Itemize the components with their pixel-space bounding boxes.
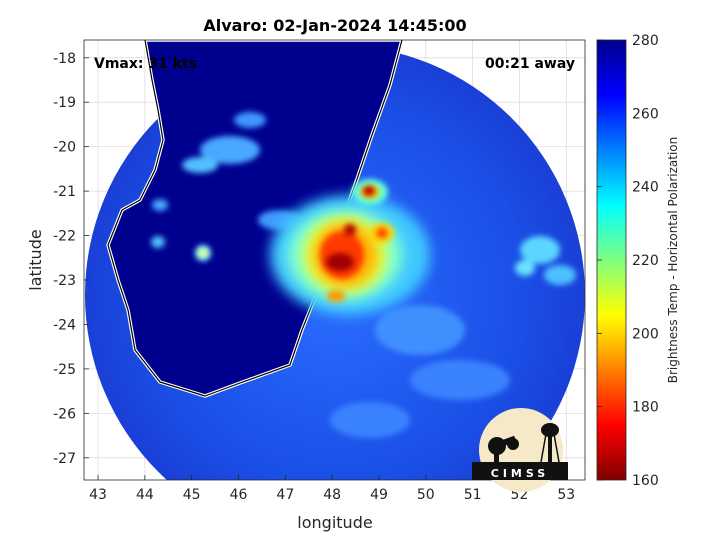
colorbar-tick-label: 160 (632, 473, 659, 489)
y-tick-label: -19 (53, 95, 76, 111)
chart-title: Alvaro: 02-Jan-2024 14:45:00 (203, 16, 466, 35)
cimss-logo: CIMSS (472, 408, 568, 492)
logo-text: CIMSS (491, 467, 549, 480)
colorbar-ticks: 280 260 240 220 200 180 160 (597, 33, 659, 489)
y-tick-label: -26 (53, 406, 76, 422)
x-tick-label: 53 (557, 487, 575, 503)
vmax-label: Vmax: 31 kts (94, 56, 197, 72)
colorbar-tick-label: 280 (632, 33, 659, 49)
y-tick-label: -25 (53, 362, 76, 378)
y-tick-label: -22 (53, 229, 76, 245)
y-tick-label: -18 (53, 51, 76, 67)
y-axis-label: latitude (26, 229, 45, 290)
colorbar-tick-label: 260 (632, 106, 659, 122)
y-tick-label: -21 (53, 184, 76, 200)
x-tick-label: 51 (464, 487, 482, 503)
colorbar: 280 260 240 220 200 180 160 Brightness Temp - … (596, 33, 680, 489)
time-away-label: 00:21 away (485, 56, 575, 72)
colorbar-label: Brightness Temp - Horizontal Polarizatio… (666, 137, 680, 384)
colorbar-tick-label: 240 (632, 180, 659, 196)
x-tick-label: 45 (183, 487, 201, 503)
x-tick-label: 48 (323, 487, 341, 503)
y-tick-label: -20 (53, 140, 76, 156)
colorbar-tick-label: 180 (632, 400, 659, 416)
x-axis-label: longitude (297, 513, 372, 532)
colorbar-tick-label: 220 (632, 253, 659, 269)
x-tick-label: 43 (89, 487, 107, 503)
x-tick-label: 50 (417, 487, 435, 503)
cloud-patches (151, 112, 576, 438)
colorbar-tick-label: 200 (632, 326, 659, 342)
storm-system (270, 179, 430, 315)
x-tick-label: 49 (370, 487, 388, 503)
y-tick-label: -24 (53, 317, 76, 333)
x-tick-label: 47 (276, 487, 294, 503)
y-tick-label: -23 (53, 273, 76, 289)
x-tick-label: 46 (230, 487, 248, 503)
x-tick-label: 44 (136, 487, 154, 503)
plot-area: 43 44 45 46 47 48 49 50 51 52 53-18-19-20-21-22-23… (53, 39, 586, 503)
y-tick-label: -27 (53, 451, 76, 467)
axis-ticks: 43 44 45 46 47 48 49 50 51 52 53-18-19-20-21-22-23… (53, 51, 575, 503)
